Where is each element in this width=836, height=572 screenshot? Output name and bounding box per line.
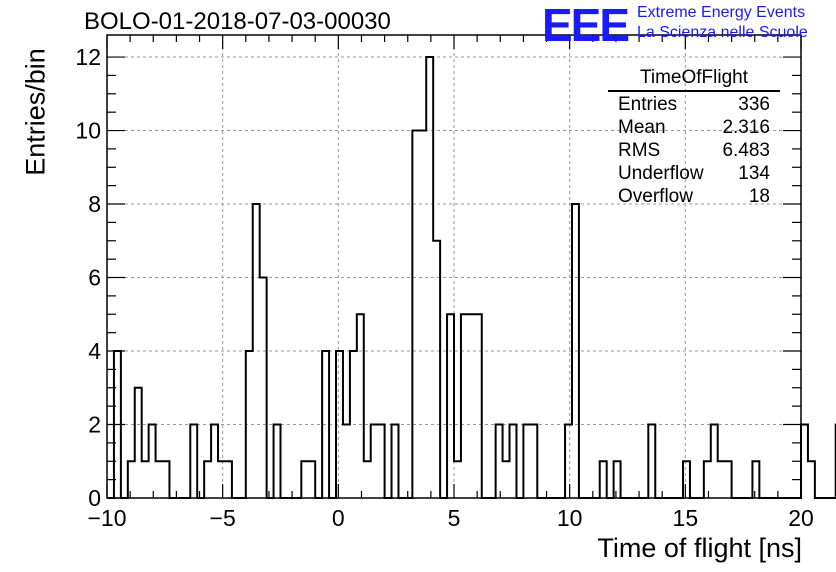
- stats-row-entries: Entries 336: [608, 93, 780, 116]
- stats-label: Mean: [618, 117, 666, 138]
- chart-title: BOLO-01-2018-07-03-00030: [84, 8, 391, 35]
- y-tick-label: 8: [88, 191, 101, 217]
- y-tick-label: 0: [88, 485, 101, 511]
- x-tick-label: 10: [557, 505, 583, 531]
- stats-value: 2.316: [722, 117, 770, 138]
- stats-row-overflow: Overflow 18: [608, 185, 780, 208]
- y-tick-label: 10: [75, 118, 101, 144]
- x-tick-label: 15: [673, 505, 699, 531]
- x-tick-label: −10: [87, 505, 126, 531]
- x-axis-label: Time of flight [ns]: [597, 533, 802, 563]
- stats-value: 6.483: [722, 140, 770, 161]
- y-tick-label: 6: [88, 265, 101, 291]
- stats-value: 134: [738, 163, 770, 184]
- stats-label: RMS: [618, 140, 661, 161]
- logo-line-1: Extreme Energy Events: [637, 4, 806, 21]
- stats-value: 336: [738, 94, 770, 115]
- y-tick-label: 12: [75, 44, 101, 70]
- y-axis-label: Entries/bin: [20, 48, 51, 176]
- stats-row-rms: RMS 6.483: [608, 139, 780, 162]
- x-tick-label: −5: [210, 505, 236, 531]
- x-tick-label: 5: [448, 505, 461, 531]
- stats-label: Underflow: [618, 163, 704, 184]
- y-tick-label: 4: [88, 338, 101, 364]
- stats-row-underflow: Underflow 134: [608, 162, 780, 185]
- logo-caption: Extreme Energy Events La Scienza nelle S…: [637, 3, 808, 43]
- eee-logo: EEE: [542, 0, 630, 51]
- stats-label: Overflow: [618, 186, 693, 207]
- x-tick-label: 0: [332, 505, 345, 531]
- stats-value: 18: [748, 186, 770, 207]
- stats-box: TimeOfFlight Entries 336 Mean 2.316 RMS …: [608, 66, 780, 208]
- x-tick-label: 20: [788, 505, 814, 531]
- logo-line-2: La Scienza nelle Scuole: [637, 24, 808, 41]
- stats-title: TimeOfFlight: [608, 66, 780, 92]
- stats-row-mean: Mean 2.316: [608, 116, 780, 139]
- stats-label: Entries: [618, 94, 678, 115]
- y-tick-label: 2: [88, 412, 101, 438]
